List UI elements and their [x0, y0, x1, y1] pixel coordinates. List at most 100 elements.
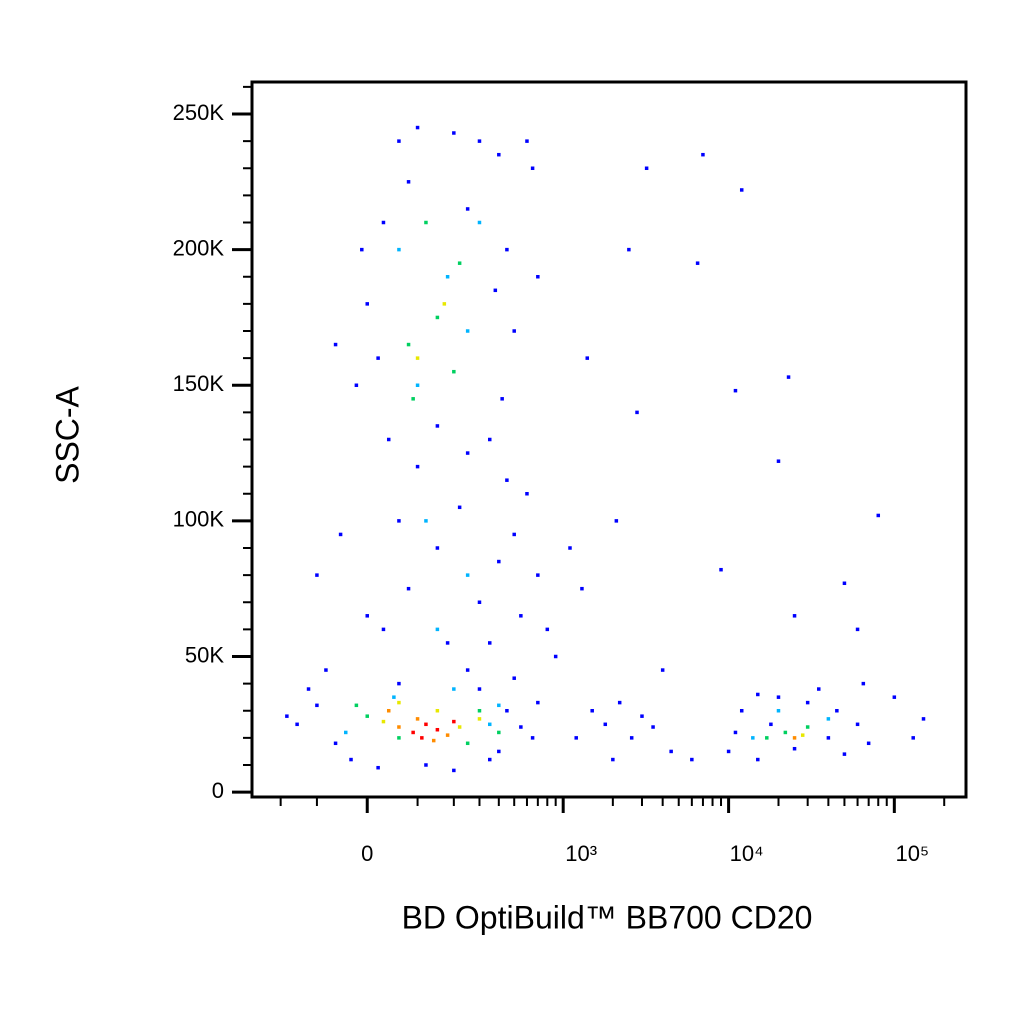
- point: [826, 717, 831, 721]
- point: [644, 166, 649, 171]
- point: [690, 757, 694, 762]
- point: [477, 687, 482, 691]
- point: [333, 741, 338, 746]
- point: [397, 139, 401, 143]
- point: [435, 424, 440, 428]
- point: [452, 768, 456, 773]
- point: [497, 152, 501, 157]
- point: [424, 519, 428, 523]
- point: [497, 559, 501, 564]
- point: [629, 736, 634, 740]
- point: [333, 342, 338, 347]
- point: [415, 464, 420, 469]
- point: [365, 614, 369, 618]
- point: [792, 614, 797, 618]
- point: [835, 708, 839, 713]
- point: [424, 220, 428, 225]
- point: [386, 437, 391, 442]
- point: [465, 207, 470, 211]
- point: [435, 627, 440, 632]
- point: [855, 627, 860, 632]
- point: [424, 722, 428, 727]
- y-tick-label: 100K: [173, 507, 225, 532]
- point: [457, 725, 462, 729]
- point: [465, 741, 470, 746]
- x-tick-label: 10⁵: [896, 841, 930, 866]
- point: [553, 654, 558, 659]
- point: [669, 749, 673, 754]
- point: [739, 188, 744, 192]
- point: [792, 736, 797, 740]
- point: [855, 722, 860, 727]
- point: [397, 519, 401, 523]
- point: [635, 410, 639, 415]
- point: [477, 708, 482, 713]
- point: [512, 532, 516, 537]
- point: [512, 329, 516, 333]
- point: [603, 722, 608, 727]
- point: [651, 725, 655, 729]
- point: [525, 139, 529, 143]
- point: [457, 505, 462, 510]
- point: [477, 139, 482, 143]
- point: [349, 757, 353, 762]
- point: [493, 288, 498, 293]
- point: [452, 131, 456, 135]
- point: [381, 627, 386, 632]
- point: [465, 451, 470, 455]
- point: [397, 247, 401, 252]
- point: [477, 600, 482, 604]
- point: [397, 700, 401, 705]
- point: [769, 722, 773, 727]
- point: [497, 703, 501, 708]
- point: [415, 125, 420, 130]
- point: [590, 708, 594, 713]
- point: [617, 700, 622, 705]
- point: [866, 741, 871, 746]
- point: [842, 752, 847, 756]
- point: [324, 668, 328, 672]
- point: [338, 532, 343, 537]
- x-axis-title: BD OptiBuild™ BB700 CD20: [402, 899, 813, 935]
- point: [726, 749, 731, 754]
- point: [415, 356, 420, 360]
- point: [505, 708, 509, 713]
- point: [530, 736, 535, 740]
- point: [805, 725, 810, 729]
- point: [640, 714, 644, 718]
- point: [365, 302, 369, 306]
- point: [488, 757, 492, 762]
- y-tick-label: 150K: [173, 371, 225, 396]
- point: [435, 727, 440, 732]
- point: [415, 717, 420, 721]
- point: [465, 329, 470, 333]
- point: [497, 730, 501, 735]
- point: [497, 749, 501, 754]
- point: [315, 573, 319, 577]
- point: [739, 708, 744, 713]
- point: [435, 546, 440, 550]
- point: [536, 275, 540, 279]
- point: [614, 519, 619, 523]
- point: [580, 586, 584, 591]
- point: [452, 369, 456, 374]
- point: [826, 736, 831, 740]
- point: [354, 703, 359, 708]
- point: [660, 668, 665, 672]
- point: [911, 736, 915, 740]
- point: [488, 641, 492, 645]
- point: [568, 546, 572, 550]
- y-axis-title: SSC-A: [49, 385, 85, 483]
- point: [306, 687, 311, 691]
- point: [452, 719, 456, 724]
- point: [611, 757, 615, 762]
- plot-frame: [250, 80, 968, 799]
- point: [783, 730, 788, 735]
- point: [519, 725, 523, 729]
- point: [876, 513, 881, 518]
- point: [415, 383, 420, 388]
- point: [360, 247, 364, 252]
- point: [445, 641, 450, 645]
- point: [452, 687, 456, 691]
